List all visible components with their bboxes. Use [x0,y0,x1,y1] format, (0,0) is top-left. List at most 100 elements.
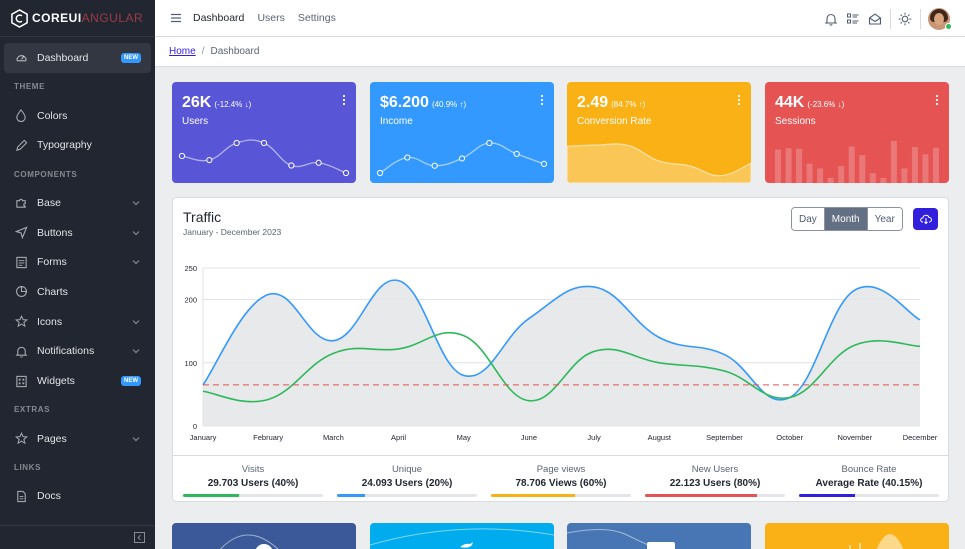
widget-trend-point [342,169,350,177]
period-month-button[interactable]: Month [824,208,868,230]
widget-delta: (84.7% ↑) [611,100,646,109]
sidebar: COREUI ANGULAR Dashboard NEW THEME Color… [0,0,155,549]
widget-trend-point [233,139,240,147]
stat-value: 29.703 Users (40%) [207,478,299,489]
description-icon [14,489,28,503]
header-nav: Dashboard Users Settings [193,12,346,24]
stat-progress-fill [799,494,856,497]
period-day-button[interactable]: Day [792,208,825,230]
more-vertical-icon[interactable] [737,94,741,106]
widget-conversion-rate: 2.49 (84.7% ↑) Conversion Rate [567,82,751,183]
header-divider [920,8,921,29]
widget-delta: (-23.6% ↓) [807,100,845,109]
notes-icon [14,255,28,269]
widget-bar [901,168,908,183]
menu-icon[interactable] [169,11,183,25]
sidebar-item-docs[interactable]: Docs [4,482,151,512]
star-icon [14,315,28,329]
widget-trend-point [486,139,493,147]
widget-trend-area [567,143,751,183]
chevron-down-icon [132,436,140,442]
sidebar-item-dashboard[interactable]: Dashboard NEW [4,43,151,73]
sidebar-item-buttons[interactable]: Buttons [4,218,151,248]
sidebar-item-label: Notifications [37,345,95,358]
stat-progress [645,494,785,497]
stat-progress [491,494,631,497]
sidebar-item-icons[interactable]: Icons [4,307,151,337]
sidebar-item-label: Widgets [37,375,75,388]
sidebar-nav: Dashboard NEW THEME Colors Typography CO… [0,37,155,517]
breadcrumb-current: Dashboard [210,46,260,57]
more-vertical-icon[interactable] [935,94,939,106]
stat-progress [183,494,323,497]
widget-trend-point [288,162,295,169]
more-vertical-icon[interactable] [342,94,346,106]
series-line-0 [202,279,921,401]
header-link-settings[interactable]: Settings [297,12,336,24]
period-year-button[interactable]: Year [867,208,902,230]
widget-bar [911,147,918,183]
stat-visits: Visits 29.703 Users (40%) [183,464,323,497]
widget-label: Income [380,116,413,127]
widget-value: 2.49 [577,94,609,111]
sun-icon[interactable] [898,12,912,26]
more-vertical-icon[interactable] [540,94,544,106]
header-divider [890,8,891,29]
period-toggle: Day Month Year [791,207,903,231]
sidebar-item-label: Typography [37,139,92,152]
brand-sub: ANGULAR [81,11,144,25]
sidebar-item-forms[interactable]: Forms [4,247,151,277]
sidebar-item-pages[interactable]: Pages [4,424,151,454]
sidebar-item-base[interactable]: Base [4,188,151,218]
sidebar-item-label: Base [37,196,61,209]
stat-value: Average Rate (40.15%) [815,478,923,489]
chevron-down-icon [132,349,140,354]
series-line-1 [202,331,921,403]
widget-bar [880,177,887,183]
chart-pie-icon [14,285,28,299]
card-subtitle: January - December 2023 [183,227,282,237]
widget-trend-point [431,162,438,169]
online-status-dot [945,23,952,30]
header-link-users[interactable]: Users [257,12,285,24]
sidebar-item-notifications[interactable]: Notifications [4,337,151,367]
widget-sessions: 44K (-23.6% ↓) Sessions [765,82,949,183]
chevron-down-icon [132,260,140,265]
brand[interactable]: COREUI ANGULAR [0,0,155,37]
brand-name: COREUI [32,11,82,25]
stat-value: 78.706 Views (60%) [515,478,607,489]
sidebar-item-widgets[interactable]: Widgets NEW [4,366,151,396]
widget-label: Conversion Rate [577,116,652,127]
widget-trend-point [376,169,384,177]
x-tick-label: April [391,433,406,442]
widget-trend-point [404,154,411,161]
y-tick-label: 200 [184,296,197,305]
y-tick-label: 250 [184,264,197,273]
download-button[interactable] [913,208,938,230]
traffic-card: Traffic January - December 2023 Day Mont… [172,197,949,502]
widget-bar [890,141,897,183]
envelope-open-icon[interactable] [868,12,882,26]
widget-chart [567,143,751,183]
widget-bar [838,165,845,183]
sidebar-item-charts[interactable]: Charts [4,277,151,307]
sidebar-item-colors[interactable]: Colors [4,101,151,131]
widget-bar [796,148,803,183]
breadcrumb-home[interactable]: Home [169,46,196,57]
sidebar-toggler-icon[interactable] [134,532,145,543]
stat-label: Bounce Rate [841,464,897,475]
stat-new-users: New Users 22.123 Users (80%) [645,464,785,497]
list-rich-icon[interactable] [846,12,860,26]
stat-progress-fill [337,494,365,497]
x-tick-label: December [903,433,938,442]
sidebar-item-label: Dashboard [37,51,89,64]
x-tick-label: September [706,433,743,442]
traffic-chart: 0 100 200 250 January February March April May Ju… [184,264,938,442]
stat-label: Page views [536,464,586,475]
sidebar-item-typography[interactable]: Typography [4,130,151,160]
bell-icon[interactable] [824,12,838,26]
x-tick-label: June [521,433,537,442]
avatar-face [934,12,944,25]
avatar[interactable] [928,7,950,30]
header-link-dashboard[interactable]: Dashboard [193,12,245,24]
